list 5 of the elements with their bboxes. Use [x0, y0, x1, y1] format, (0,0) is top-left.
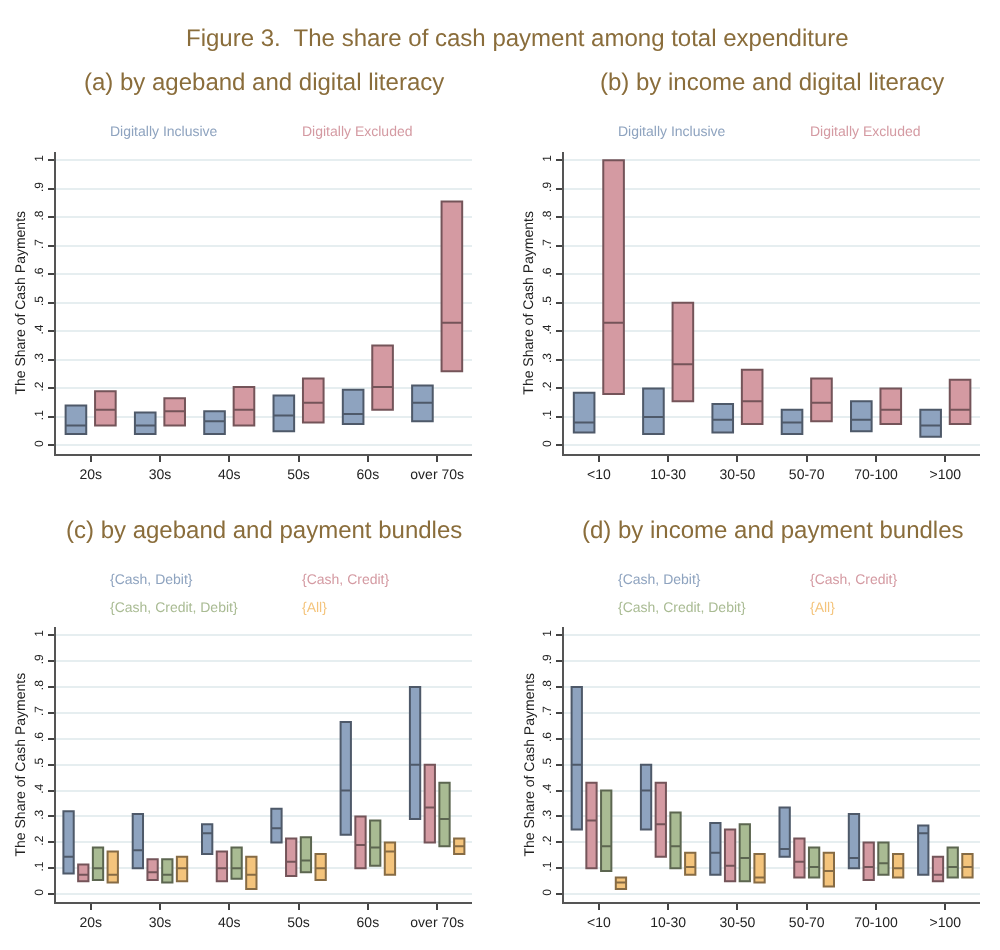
chart-title: (b) by income and digital literacy [600, 68, 945, 96]
caption: Figure 3. The share of cash payment among total expenditure [186, 24, 850, 52]
chart-title: (d) by income and payment bundles [582, 516, 964, 544]
chart-title: (c) by ageband and payment bundles [66, 516, 463, 544]
chart-title: (a) by ageband and digital literacy [84, 68, 445, 96]
